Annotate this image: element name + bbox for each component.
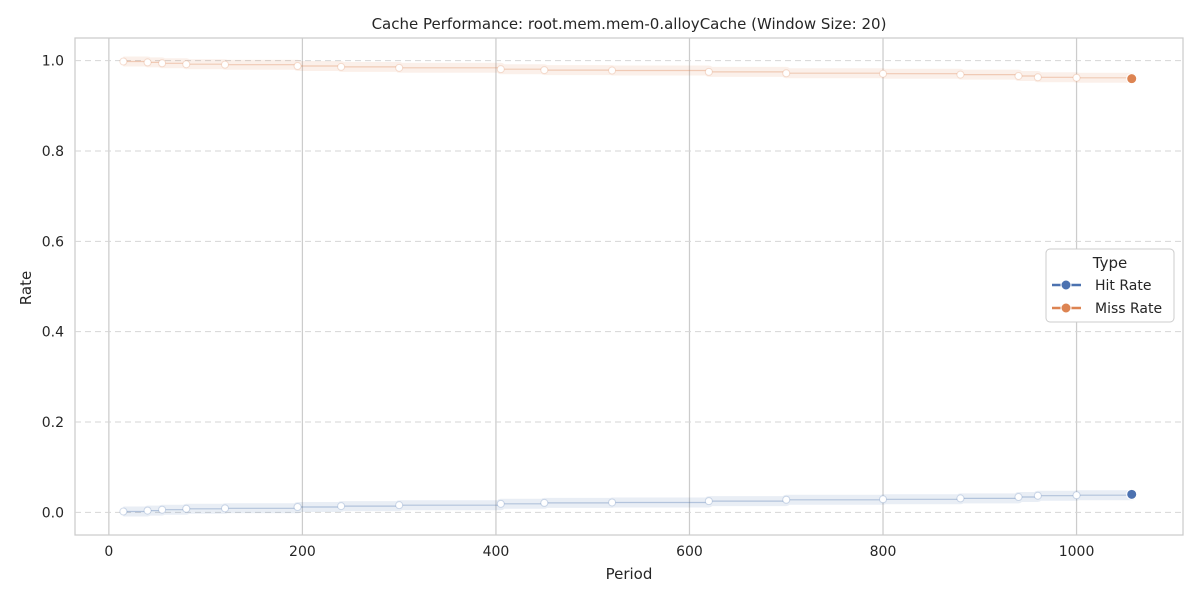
hit-rate-point <box>158 505 167 514</box>
miss-rate-point <box>496 65 505 74</box>
miss-rate-point <box>158 59 167 68</box>
y-tick-label: 0.6 <box>42 234 64 250</box>
hit-rate-point <box>879 495 888 504</box>
x-tick-label: 0 <box>104 544 113 560</box>
hit-rate-point <box>956 494 965 503</box>
miss-rate-point <box>608 66 617 75</box>
miss-rate-point <box>704 67 713 76</box>
legend-title: Type <box>1092 254 1127 272</box>
miss-rate-point <box>143 58 152 67</box>
legend: Type Hit Rate Miss Rate <box>1045 248 1175 323</box>
y-gridlines <box>75 60 1183 513</box>
miss-rate-point <box>293 62 302 71</box>
x-tick-label: 600 <box>676 544 703 560</box>
miss-rate-point <box>119 57 128 66</box>
hit-rate-point <box>293 502 302 511</box>
miss-rate-endpoint <box>1126 73 1138 85</box>
miss-rate-point <box>1033 73 1042 82</box>
miss-rate-point <box>956 70 965 79</box>
miss-rate-point <box>1014 71 1023 80</box>
x-tick-label: 1000 <box>1059 544 1095 560</box>
miss-rate-point <box>540 66 549 75</box>
chart-title: Cache Performance: root.mem.mem-0.alloyC… <box>372 15 887 33</box>
hit-rate-point <box>337 502 346 511</box>
hit-rate-point <box>119 507 128 516</box>
hit-rate-point <box>395 501 404 510</box>
miss-rate-point <box>337 62 346 71</box>
plot-area-frame <box>74 37 1184 536</box>
legend-miss-rate-marker <box>1060 302 1072 314</box>
y-tick-label: 0.4 <box>42 325 64 341</box>
miss-rate-point <box>1072 73 1081 82</box>
hit-rate-point <box>608 498 617 507</box>
miss-rate-point <box>879 69 888 78</box>
y-tick-label: 1.0 <box>42 54 64 70</box>
hit-rate-point <box>704 497 713 506</box>
hit-rate-point <box>220 504 229 513</box>
legend-hit-rate-label: Hit Rate <box>1095 278 1151 294</box>
legend-box <box>1045 248 1175 323</box>
y-tick-label: 0.0 <box>42 505 64 521</box>
series-layer <box>119 56 1138 517</box>
legend-miss-rate-label: Miss Rate <box>1095 301 1162 317</box>
miss-rate-point <box>782 69 791 78</box>
hit-rate-point <box>496 499 505 508</box>
x-axis-label: Period <box>606 565 653 583</box>
x-tick-labels: 0 200 400 600 800 1000 <box>104 544 1094 560</box>
hit-rate-point <box>1072 491 1081 500</box>
hit-rate-point <box>540 498 549 507</box>
hit-rate-point <box>1014 493 1023 502</box>
legend-hit-rate-marker <box>1060 279 1072 291</box>
hit-rate-point <box>782 495 791 504</box>
miss-rate-point <box>220 60 229 69</box>
miss-rate-point <box>395 63 404 72</box>
hit-rate-point <box>182 504 191 513</box>
y-axis-label: Rate <box>17 271 35 305</box>
y-tick-label: 0.2 <box>42 415 64 431</box>
hit-rate-point <box>143 506 152 515</box>
x-tick-label: 400 <box>483 544 510 560</box>
y-tick-labels: 0.0 0.2 0.4 0.6 0.8 1.0 <box>42 54 64 522</box>
hit-rate-point <box>1033 491 1042 500</box>
hit-rate-endpoint <box>1126 488 1138 500</box>
x-tick-label: 800 <box>870 544 897 560</box>
y-tick-label: 0.8 <box>42 144 64 160</box>
x-tick-label: 200 <box>289 544 316 560</box>
miss-rate-point <box>182 60 191 69</box>
